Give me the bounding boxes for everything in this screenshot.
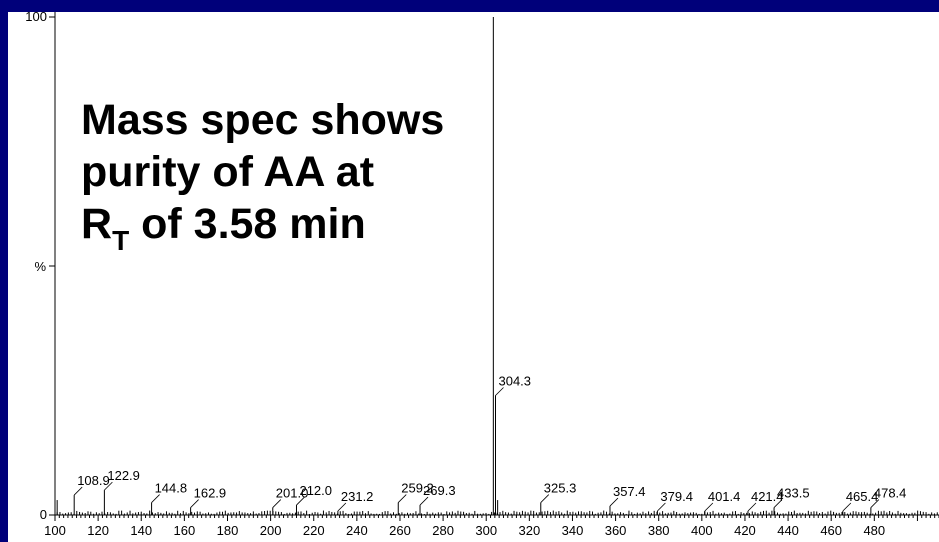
peak-label: 325.3 xyxy=(544,481,577,496)
axes: 0 100% xyxy=(25,12,939,522)
peak-label: 269.3 xyxy=(423,483,456,498)
annotation-line-1: Mass spec shows xyxy=(81,96,445,144)
peak-label: 212.0 xyxy=(299,483,332,498)
peak-leader xyxy=(151,494,160,503)
peak-leader xyxy=(870,499,880,508)
x-tick-label: 280 xyxy=(432,523,454,538)
x-tick-label: 140 xyxy=(130,523,152,538)
peak-label: 231.2 xyxy=(341,489,374,504)
peak-leader xyxy=(104,481,113,491)
annotation-subscript: T xyxy=(112,225,130,256)
peak-label: 478.4 xyxy=(874,486,907,501)
peak-label: 401.4 xyxy=(708,489,741,504)
x-tick-label: 200 xyxy=(260,523,282,538)
y-tick-label: 0 xyxy=(40,507,47,522)
peak-label: 465.4 xyxy=(846,489,879,504)
x-tick-label: 400 xyxy=(691,523,713,538)
x-tick-label: 440 xyxy=(777,523,799,538)
x-tick-label: 300 xyxy=(475,523,497,538)
peak-leader xyxy=(657,502,666,512)
peak-label: 379.4 xyxy=(660,489,693,504)
x-tick-label: 180 xyxy=(217,523,239,538)
peak-label: 108.9 xyxy=(77,473,110,488)
peak-leader xyxy=(397,494,407,503)
x-tick-label: 420 xyxy=(734,523,756,538)
peak-label: 421.4 xyxy=(751,489,784,504)
x-tick-label: 160 xyxy=(174,523,196,538)
peak-leader xyxy=(540,494,550,503)
peak-leader xyxy=(842,502,852,512)
peak-label: 201.0 xyxy=(276,486,309,501)
peak-leader xyxy=(190,499,199,508)
annotation-rest: of 3.58 min xyxy=(129,200,366,248)
x-tick-label: 360 xyxy=(605,523,627,538)
x-tick-label: 460 xyxy=(820,523,842,538)
peak-leader xyxy=(609,497,619,507)
peak-leader xyxy=(419,496,429,506)
peak-label: 433.5 xyxy=(777,486,810,501)
peak-leader xyxy=(773,499,783,508)
x-ticks: 100 120 140 160 180 200 220 240 260 280 300 320 340 3… xyxy=(44,515,939,538)
peak-leader xyxy=(337,502,347,512)
x-tick-label: 240 xyxy=(346,523,368,538)
peak-leader xyxy=(495,387,504,396)
annotation-line-2: purity of AA at xyxy=(81,148,375,196)
y-tick-label: 100 xyxy=(25,12,47,24)
x-tick-label: 100 xyxy=(44,523,66,538)
peak-label: 162.9 xyxy=(194,486,227,501)
peak-leader xyxy=(747,502,757,512)
peak-leader xyxy=(296,496,305,506)
peaks xyxy=(56,17,938,515)
x-tick-label: 480 xyxy=(863,523,885,538)
x-tick-label: 380 xyxy=(648,523,670,538)
peak-leader xyxy=(73,486,83,496)
peak-label: 259.2 xyxy=(401,481,434,496)
peak-label: 144.8 xyxy=(155,481,188,496)
annotation-r: R xyxy=(81,200,113,248)
peak-label: 357.4 xyxy=(613,484,646,499)
x-tick-label: 220 xyxy=(303,523,325,538)
y-axis-label: % xyxy=(34,259,46,274)
annotation-line-3: RT of 3.58 min xyxy=(81,198,444,256)
peak-label: 304.3 xyxy=(498,373,531,388)
spectrum-panel: 0 100% 100 120 140 160 180 200 220 240 260 280 300 3… xyxy=(8,12,939,542)
x-tick-label: 120 xyxy=(87,523,109,538)
peak-leader xyxy=(704,502,714,512)
x-tick-label: 260 xyxy=(389,523,411,538)
peak-label: 122.9 xyxy=(107,468,140,483)
peak-leader xyxy=(272,499,282,508)
annotation-text: Mass spec shows purity of AA at RT of 3.… xyxy=(81,94,445,256)
x-tick-label: 340 xyxy=(562,523,584,538)
x-tick-label: 320 xyxy=(518,523,540,538)
